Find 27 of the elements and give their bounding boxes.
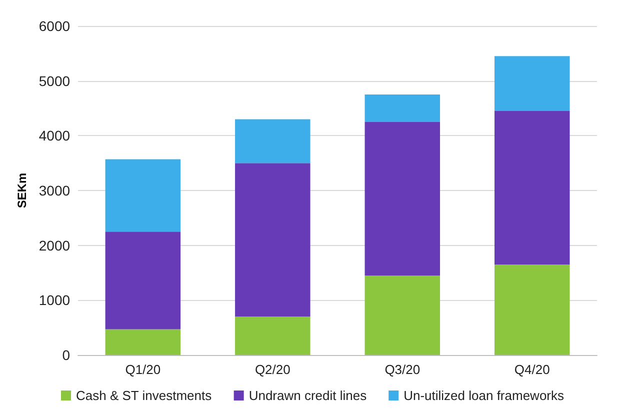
y-tick-label: 0 — [62, 347, 70, 363]
bar — [235, 163, 310, 317]
bar — [105, 329, 181, 355]
y-tick-label: 6000 — [38, 18, 70, 34]
bar — [364, 275, 440, 355]
y-axis-title: SEKm — [15, 172, 29, 208]
bar — [364, 122, 440, 276]
bar — [235, 119, 310, 164]
y-tick-label: 1000 — [38, 292, 70, 308]
bar — [494, 56, 570, 111]
x-tick-label: Q4/20 — [514, 362, 550, 377]
x-tick-label: Q1/20 — [125, 362, 161, 377]
bar — [235, 316, 310, 355]
x-tick-label: Q2/20 — [254, 362, 290, 377]
y-tick-label: 5000 — [38, 72, 70, 89]
bar — [364, 94, 440, 122]
legend-label: Undrawn credit lines — [248, 388, 368, 403]
bar — [105, 232, 181, 330]
y-tick-label: 3000 — [38, 182, 70, 198]
bar — [494, 264, 570, 355]
legend-label: Un-utilized loan frameworks — [404, 388, 564, 403]
y-tick-label: 2000 — [38, 237, 70, 254]
legend-label: Cash & ST investments — [76, 388, 212, 403]
bar — [105, 159, 181, 232]
y-tick-label: 4000 — [38, 128, 70, 144]
bar — [494, 110, 570, 265]
x-tick-label: Q3/20 — [384, 362, 420, 377]
